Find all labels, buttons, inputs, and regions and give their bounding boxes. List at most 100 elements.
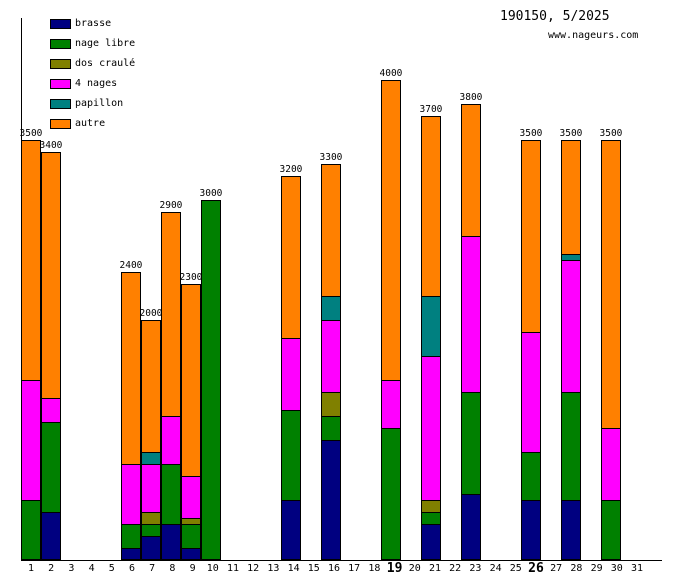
total-label-day-21: 3700 xyxy=(419,104,443,115)
total-label-day-9: 2300 xyxy=(179,272,203,283)
bar-day-7-segment-brasse xyxy=(140,536,161,560)
legend-swatch-4-nages xyxy=(50,79,71,89)
x-tick-17: 17 xyxy=(348,563,361,574)
bar-day-16 xyxy=(320,164,341,560)
bar-day-14-segment-autre xyxy=(280,176,301,338)
total-label-day-2: 3400 xyxy=(39,140,63,151)
bar-day-10 xyxy=(200,200,221,560)
bar-day-21-segment-brasse xyxy=(420,524,441,560)
bar-day-28-segment-autre xyxy=(560,140,581,254)
x-tick-28: 28 xyxy=(570,563,583,574)
x-axis-line xyxy=(21,560,662,561)
site-watermark: www.nageurs.com xyxy=(548,30,639,41)
legend-swatch-brasse xyxy=(50,19,71,29)
x-tick-14: 14 xyxy=(287,563,300,574)
bar-day-1 xyxy=(20,140,41,560)
x-tick-30: 30 xyxy=(610,563,623,574)
bar-day-1-segment-autre xyxy=(20,140,41,380)
bar-day-9-segment-dos-craulé xyxy=(180,518,201,524)
bar-day-7-segment-4-nages xyxy=(140,464,161,512)
x-tick-9: 9 xyxy=(189,563,196,574)
x-tick-1: 1 xyxy=(27,563,35,574)
x-tick-5: 5 xyxy=(108,563,115,574)
bar-day-7 xyxy=(140,320,161,560)
bar-day-10-segment-nage-libre xyxy=(200,200,221,560)
chart-title: 190150, 5/2025 xyxy=(500,9,610,24)
x-tick-8: 8 xyxy=(169,563,176,574)
x-tick-26: 26 xyxy=(528,561,544,576)
bar-day-19-segment-autre xyxy=(380,80,401,380)
bar-day-28-segment-papillon xyxy=(560,254,581,260)
bar-day-21-segment-nage-libre xyxy=(420,512,441,524)
bar-day-8-segment-4-nages xyxy=(160,416,181,464)
x-tick-6: 6 xyxy=(128,563,136,574)
bar-day-23-segment-brasse xyxy=(460,494,481,560)
x-tick-2: 2 xyxy=(48,563,55,574)
x-tick-19: 19 xyxy=(386,561,403,576)
total-label-day-10: 3000 xyxy=(199,188,223,199)
bar-day-9-segment-brasse xyxy=(180,548,201,560)
x-tick-23: 23 xyxy=(469,563,482,574)
total-label-day-26: 3500 xyxy=(519,128,543,139)
bar-day-23-segment-autre xyxy=(460,104,481,236)
x-tick-11: 11 xyxy=(226,563,240,574)
x-tick-22: 22 xyxy=(449,563,462,574)
legend-label-papillon: papillon xyxy=(75,98,124,109)
x-tick-12: 12 xyxy=(247,563,260,574)
bar-day-6 xyxy=(120,272,141,560)
bar-day-1-segment-4-nages xyxy=(20,380,41,500)
bar-day-19-segment-nage-libre xyxy=(380,428,401,560)
bar-day-14-segment-brasse xyxy=(280,500,301,560)
bar-day-6-segment-autre xyxy=(120,272,141,464)
bar-day-21 xyxy=(420,116,441,560)
total-label-day-7: 2000 xyxy=(139,308,163,319)
x-tick-21: 21 xyxy=(428,563,442,574)
bar-day-8 xyxy=(160,212,181,560)
bar-day-19 xyxy=(380,80,401,560)
bar-day-28-segment-nage-libre xyxy=(560,392,581,500)
legend-swatch-autre xyxy=(50,119,71,129)
legend-label-brasse: brasse xyxy=(75,18,112,29)
x-tick-4: 4 xyxy=(88,563,95,574)
bar-day-21-segment-4-nages xyxy=(420,356,441,500)
legend-swatch-dos-craulé xyxy=(50,59,71,69)
bar-day-21-segment-papillon xyxy=(420,296,441,356)
x-tick-18: 18 xyxy=(368,563,381,574)
bar-day-2-segment-4-nages xyxy=(40,398,61,422)
bar-day-30-segment-4-nages xyxy=(600,428,621,500)
x-tick-27: 27 xyxy=(550,563,563,574)
bar-day-16-segment-dos-craulé xyxy=(320,392,341,416)
bar-day-16-segment-brasse xyxy=(320,440,341,560)
x-tick-7: 7 xyxy=(149,563,156,574)
bar-day-7-segment-autre xyxy=(140,320,161,452)
bar-day-30-segment-autre xyxy=(600,140,621,428)
legend-label-dos-craulé: dos craulé xyxy=(75,58,136,69)
bar-day-16-segment-autre xyxy=(320,164,341,296)
total-label-day-14: 3200 xyxy=(279,164,303,175)
bar-day-16-segment-nage-libre xyxy=(320,416,341,440)
bar-day-6-segment-nage-libre xyxy=(120,524,141,548)
bar-day-2 xyxy=(40,152,61,560)
x-tick-16: 16 xyxy=(327,563,341,574)
x-tick-15: 15 xyxy=(307,563,320,574)
bar-day-26-segment-brasse xyxy=(520,500,541,560)
bar-day-6-segment-4-nages xyxy=(120,464,141,524)
bar-day-23-segment-nage-libre xyxy=(460,392,481,494)
bar-day-21-segment-autre xyxy=(420,116,441,296)
bar-day-26-segment-autre xyxy=(520,140,541,332)
bar-day-28-segment-brasse xyxy=(560,500,581,560)
bar-day-1-segment-nage-libre xyxy=(20,500,41,560)
bar-day-16-segment-papillon xyxy=(320,296,341,320)
x-tick-13: 13 xyxy=(267,563,280,574)
bar-day-21-segment-dos-craulé xyxy=(420,500,441,512)
bar-day-6-segment-brasse xyxy=(120,548,141,560)
bar-day-23 xyxy=(460,104,481,560)
x-tick-20: 20 xyxy=(408,563,421,574)
x-tick-10: 10 xyxy=(206,563,219,574)
x-tick-31: 31 xyxy=(630,563,644,574)
bar-day-26-segment-nage-libre xyxy=(520,452,541,500)
bar-day-2-segment-nage-libre xyxy=(40,422,61,512)
bar-day-16-segment-4-nages xyxy=(320,320,341,392)
bar-day-7-segment-nage-libre xyxy=(140,524,161,536)
